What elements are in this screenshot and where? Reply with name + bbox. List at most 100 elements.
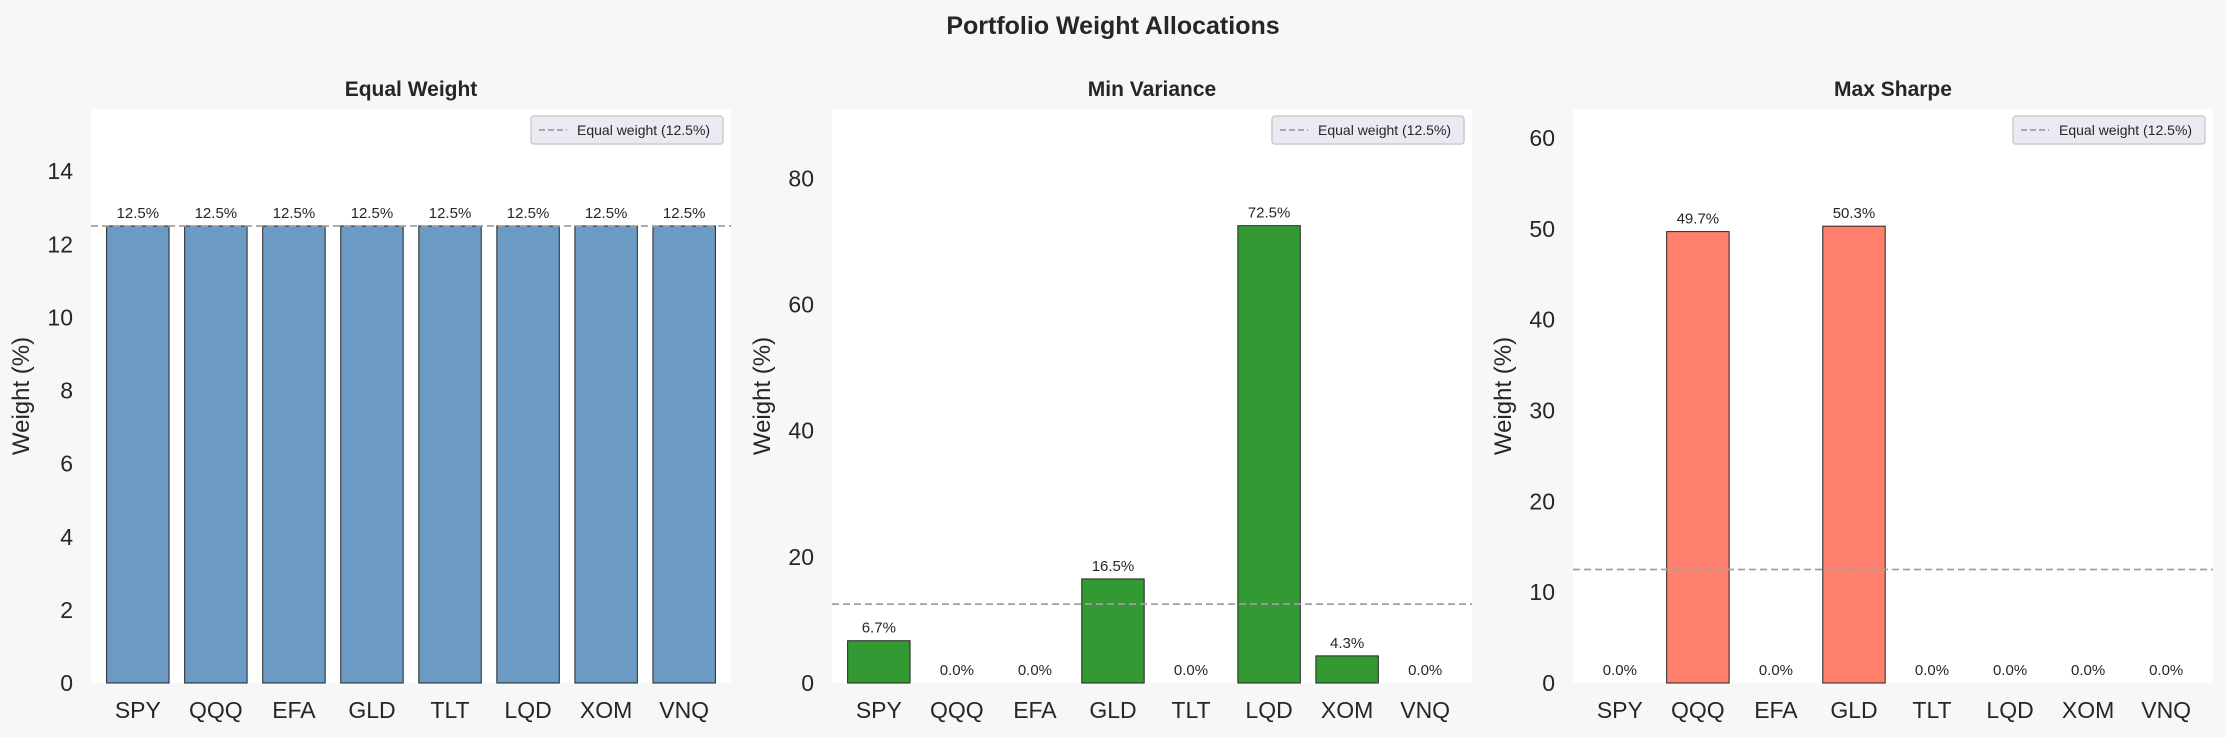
data-label: 0.0% — [2071, 662, 2105, 679]
bar-vnq — [652, 225, 716, 684]
legend: Equal weight (12.5%) — [530, 115, 724, 145]
x-tick-label: EFA — [272, 697, 316, 723]
x-tick-label: TLT — [1171, 697, 1210, 723]
panel-min-variance: Min Variance Weight (%) 0 20 40 60 80 6.7% SPY 0.… — [749, 78, 1472, 723]
y-tick-label: 14 — [47, 158, 73, 184]
y-tick-label: 0 — [1542, 670, 1555, 696]
x-tick-label: LQD — [1986, 697, 2033, 723]
plot-area — [832, 109, 1472, 683]
legend: Equal weight (12.5%) — [1271, 115, 1465, 145]
y-axis-label: Weight (%) — [8, 337, 35, 455]
x-tick-label: SPY — [115, 697, 161, 723]
y-tick-label: 50 — [1529, 216, 1555, 242]
data-label: 12.5% — [507, 205, 550, 222]
data-label: 0.0% — [1603, 662, 1637, 679]
x-tick-label: VNQ — [1400, 697, 1450, 723]
legend-label: Equal weight (12.5%) — [1318, 122, 1451, 138]
panel-title: Equal Weight — [345, 78, 478, 101]
y-axis-label: Weight (%) — [1490, 337, 1517, 455]
data-label: 0.0% — [940, 662, 974, 679]
y-tick-label: 2 — [60, 597, 73, 623]
data-label: 6.7% — [862, 620, 896, 637]
data-label: 12.5% — [273, 205, 316, 222]
data-label: 16.5% — [1092, 558, 1135, 575]
bar-lqd — [496, 225, 560, 684]
y-tick-label: 40 — [1529, 307, 1555, 333]
data-label: 12.5% — [429, 205, 472, 222]
y-tick-label: 60 — [788, 292, 814, 318]
y-tick-label: 8 — [60, 378, 73, 404]
bar-spy — [847, 640, 911, 684]
bar-efa — [262, 225, 326, 684]
y-tick-label: 20 — [788, 544, 814, 570]
data-label: 4.3% — [1330, 635, 1364, 652]
legend-box — [2012, 115, 2206, 145]
y-tick-label: 20 — [1529, 488, 1555, 514]
bar-xom — [574, 225, 638, 684]
x-tick-label: VNQ — [2141, 697, 2191, 723]
x-tick-label: XOM — [580, 697, 632, 723]
x-tick-label: QQQ — [1671, 697, 1725, 723]
data-label: 0.0% — [1759, 662, 1793, 679]
y-tick-label: 12 — [47, 231, 73, 257]
bar-gld — [340, 225, 404, 684]
legend: Equal weight (12.5%) — [2012, 115, 2206, 145]
bar-qqq — [1666, 231, 1730, 684]
panel-title: Min Variance — [1088, 78, 1216, 101]
data-label: 12.5% — [117, 205, 160, 222]
data-label: 50.3% — [1833, 205, 1876, 222]
x-tick-label: TLT — [430, 697, 469, 723]
data-label: 0.0% — [2149, 662, 2183, 679]
y-tick-label: 60 — [1529, 125, 1555, 151]
data-label: 12.5% — [663, 205, 706, 222]
bar-tlt — [418, 225, 482, 684]
figure-title: Portfolio Weight Allocations — [946, 12, 1279, 40]
y-tick-label: 10 — [47, 304, 73, 330]
y-tick-label: 30 — [1529, 398, 1555, 424]
x-tick-label: SPY — [856, 697, 902, 723]
panel-max-sharpe: Max Sharpe Weight (%) 0 10 20 30 40 50 60 0.0% SPY… — [1490, 78, 2213, 723]
data-label: 0.0% — [1408, 662, 1442, 679]
data-label: 72.5% — [1248, 205, 1291, 222]
x-tick-label: GLD — [1089, 697, 1136, 723]
x-tick-label: EFA — [1013, 697, 1057, 723]
x-tick-label: TLT — [1912, 697, 1951, 723]
data-label: 49.7% — [1677, 211, 1720, 228]
y-tick-label: 40 — [788, 418, 814, 444]
bar-qqq — [184, 225, 248, 684]
legend-label: Equal weight (12.5%) — [577, 122, 710, 138]
y-tick-label: 0 — [801, 670, 814, 696]
data-label: 12.5% — [351, 205, 394, 222]
x-tick-label: XOM — [2062, 697, 2114, 723]
y-tick-label: 0 — [60, 670, 73, 696]
bar-gld — [1081, 578, 1145, 684]
panel-title: Max Sharpe — [1834, 78, 1952, 101]
y-tick-label: 6 — [60, 451, 73, 477]
x-tick-label: GLD — [348, 697, 395, 723]
data-label: 0.0% — [1018, 662, 1052, 679]
bar-lqd — [1237, 225, 1301, 684]
data-label: 0.0% — [1993, 662, 2027, 679]
legend-label: Equal weight (12.5%) — [2059, 122, 2192, 138]
y-tick-label: 80 — [788, 165, 814, 191]
y-axis-label: Weight (%) — [749, 337, 776, 455]
bar-xom — [1315, 655, 1379, 684]
x-tick-label: SPY — [1597, 697, 1643, 723]
y-tick-label: 10 — [1529, 579, 1555, 605]
x-tick-label: LQD — [504, 697, 551, 723]
x-tick-label: VNQ — [659, 697, 709, 723]
data-label: 12.5% — [585, 205, 628, 222]
legend-box — [530, 115, 724, 145]
panel-equal-weight: Equal Weight Weight (%) 0 2 4 6 8 10 12 14 12.5% SP… — [8, 78, 731, 723]
x-tick-label: QQQ — [930, 697, 984, 723]
legend-box — [1271, 115, 1465, 145]
data-label: 0.0% — [1174, 662, 1208, 679]
x-tick-label: XOM — [1321, 697, 1373, 723]
data-label: 12.5% — [195, 205, 238, 222]
x-tick-label: EFA — [1754, 697, 1798, 723]
bar-spy — [106, 225, 170, 684]
y-tick-label: 4 — [60, 524, 73, 550]
bar-gld — [1822, 225, 1886, 684]
x-tick-label: QQQ — [189, 697, 243, 723]
